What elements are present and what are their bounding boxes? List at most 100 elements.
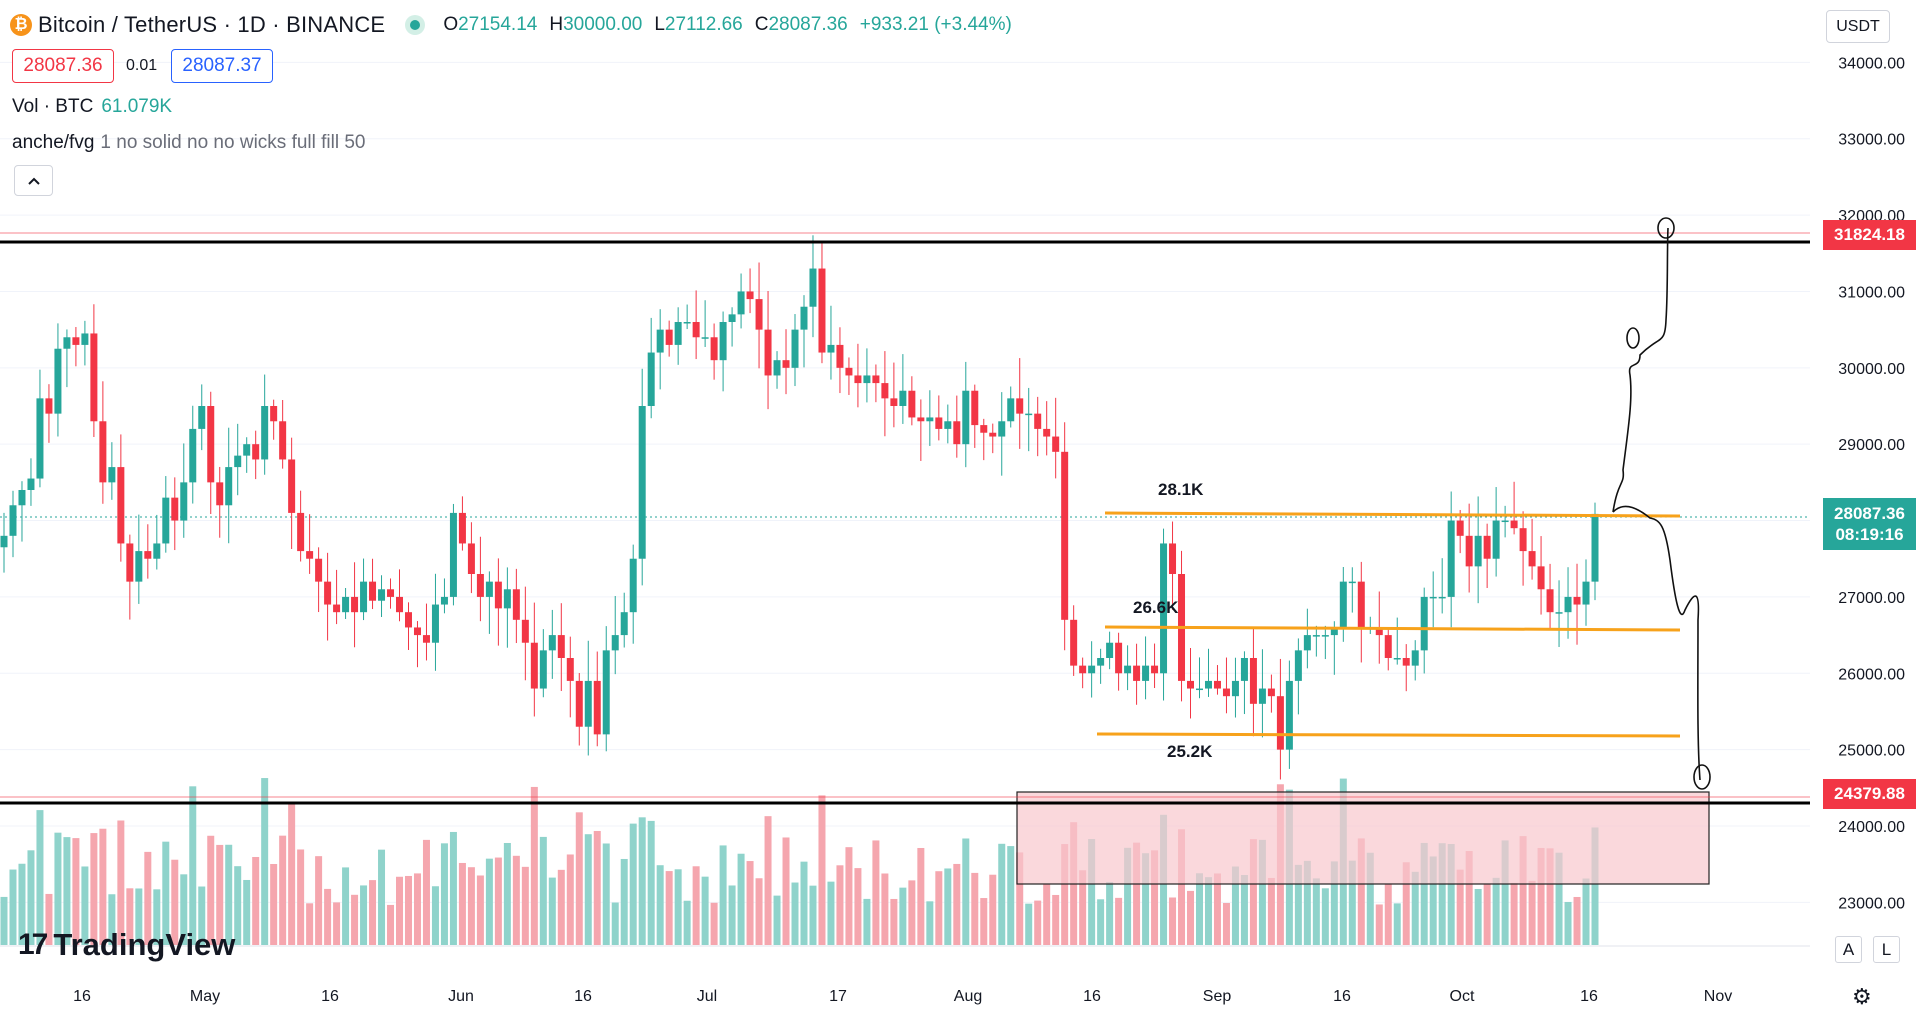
candle-body bbox=[1510, 520, 1518, 529]
collapse-legend-button[interactable] bbox=[14, 165, 53, 196]
volume-bar bbox=[782, 837, 790, 945]
candle-body bbox=[108, 467, 116, 483]
volume-bar bbox=[1474, 888, 1482, 945]
candle-body bbox=[1016, 398, 1024, 414]
candle-body bbox=[422, 635, 430, 643]
buy-button[interactable]: 28087.37 bbox=[171, 49, 273, 83]
candle-body bbox=[1537, 566, 1545, 590]
projection-end-marker-bottom bbox=[1693, 764, 1711, 790]
candle-body bbox=[800, 306, 808, 330]
currency-button[interactable]: USDT bbox=[1826, 10, 1890, 43]
volume-bar bbox=[1384, 884, 1392, 945]
volume-bar bbox=[1088, 838, 1096, 945]
orange-levels[interactable]: 28.1K 26.6K 25.2K bbox=[1096, 480, 1681, 761]
candle-body bbox=[845, 367, 853, 376]
volume-bar bbox=[1429, 856, 1437, 945]
candle-body bbox=[1169, 543, 1177, 574]
candle-body bbox=[144, 551, 152, 559]
volume-bar bbox=[198, 886, 206, 945]
volume-bar bbox=[153, 889, 161, 945]
candle-body bbox=[1070, 619, 1078, 666]
time-tick-label: Jul bbox=[697, 988, 717, 1005]
volume-bar bbox=[90, 833, 98, 945]
candle-body bbox=[728, 314, 736, 322]
volume-bar bbox=[360, 885, 368, 945]
ohlc-close: C28087.36 bbox=[754, 14, 848, 35]
indicator-legend[interactable]: anche/fvg 1 no solid no no wicks full fil… bbox=[12, 132, 366, 154]
volume-bar bbox=[1420, 842, 1428, 945]
volume-bar bbox=[791, 882, 799, 945]
candle-body bbox=[216, 482, 224, 506]
sell-button[interactable]: 28087.36 bbox=[12, 49, 114, 83]
market-status-icon[interactable] bbox=[405, 15, 426, 35]
candle-body bbox=[1564, 596, 1572, 613]
candle-body bbox=[396, 596, 404, 613]
volume-bar bbox=[935, 871, 943, 945]
volume-bar bbox=[989, 874, 997, 945]
time-tick-label: Sep bbox=[1203, 988, 1232, 1005]
volume-bar bbox=[503, 842, 511, 945]
volume-bar bbox=[863, 898, 871, 945]
demand-zone[interactable] bbox=[1016, 791, 1710, 885]
volume-bar bbox=[1267, 877, 1275, 945]
volume-bar bbox=[387, 904, 395, 945]
volume-bar bbox=[1492, 877, 1500, 945]
candle-body bbox=[1402, 658, 1410, 666]
volume-bar bbox=[1330, 861, 1338, 945]
candle-body bbox=[1088, 665, 1096, 674]
volume-bar bbox=[1501, 840, 1509, 945]
hand-drawn-projection[interactable] bbox=[1612, 217, 1711, 790]
volume-bar bbox=[854, 868, 862, 945]
candle-body bbox=[575, 680, 583, 727]
volume-bar bbox=[1240, 874, 1248, 945]
volume-bar bbox=[629, 823, 637, 945]
candle-body bbox=[890, 398, 898, 406]
candle-body bbox=[261, 406, 269, 460]
volume-bar bbox=[728, 885, 736, 945]
volume-bar bbox=[180, 874, 188, 945]
candle-body bbox=[1034, 413, 1042, 429]
horizontal-levels[interactable] bbox=[0, 232, 1810, 805]
symbol-title[interactable]: Bitcoin / TetherUS · 1D · BINANCE bbox=[38, 12, 386, 37]
volume-bar bbox=[189, 786, 197, 945]
candle-body bbox=[1438, 596, 1446, 599]
volume-bar bbox=[647, 820, 655, 945]
candle-body bbox=[404, 612, 412, 628]
volume-bar bbox=[908, 880, 916, 945]
candle-body bbox=[1375, 627, 1383, 636]
volume-bar bbox=[1133, 842, 1141, 945]
volume-bar bbox=[800, 861, 808, 945]
candle-body bbox=[854, 375, 862, 384]
level-line-high bbox=[1104, 511, 1681, 518]
time-tick-label: 17 bbox=[829, 988, 847, 1005]
indicator-params: 1 no solid no no wicks full fill 50 bbox=[100, 132, 366, 153]
volume-bar bbox=[171, 859, 179, 945]
candle-body bbox=[1294, 650, 1302, 681]
volume-bar bbox=[566, 854, 574, 945]
candle-body bbox=[440, 596, 448, 605]
candle-body bbox=[1492, 520, 1500, 559]
candle-body bbox=[962, 390, 970, 445]
volume-bar bbox=[1195, 873, 1203, 945]
volume-bar bbox=[692, 866, 700, 945]
time-axis[interactable]: 16 May 16 Jun 16 Jul 17 Aug 16 Sep 16 Oct 16 Nov bbox=[0, 945, 1810, 1005]
volume-bar bbox=[818, 795, 826, 945]
log-scale-button[interactable]: L bbox=[1873, 936, 1900, 963]
auto-scale-button[interactable]: A bbox=[1835, 936, 1862, 963]
candle-body bbox=[135, 551, 143, 582]
volume-bar bbox=[1411, 871, 1419, 945]
grid bbox=[0, 61, 1810, 903]
volume-bar bbox=[1447, 843, 1455, 945]
settings-gear-icon[interactable]: ⚙ bbox=[1852, 984, 1872, 1009]
candle-body bbox=[566, 658, 574, 681]
volume-bar bbox=[836, 865, 844, 945]
volume-bar bbox=[0, 896, 8, 945]
candle-body bbox=[809, 268, 817, 307]
candle-body bbox=[485, 581, 493, 597]
candle-body bbox=[1573, 596, 1581, 605]
tradingview-logo[interactable]: 17 TradingView bbox=[18, 927, 235, 963]
candle-body bbox=[342, 596, 350, 613]
candle-body bbox=[1061, 451, 1069, 620]
volume-legend[interactable]: Vol · BTC 61.079K bbox=[12, 96, 172, 118]
